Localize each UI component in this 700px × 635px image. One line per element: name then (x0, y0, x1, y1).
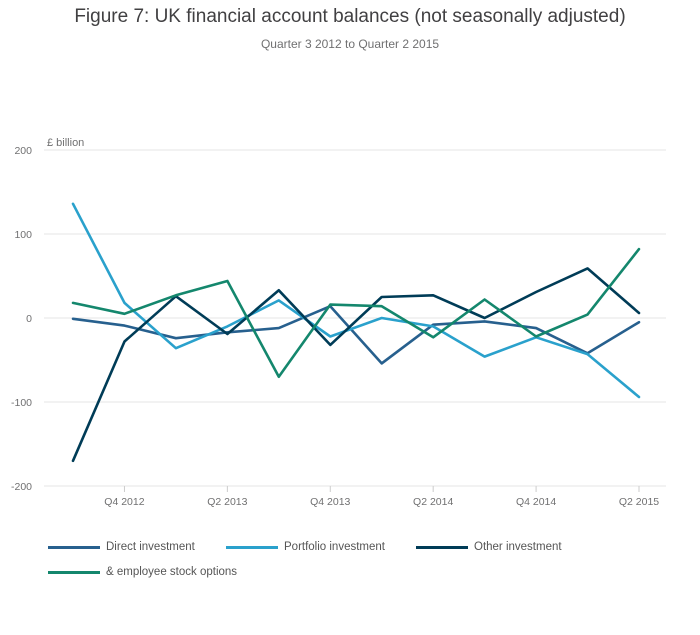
legend-item: Portfolio investment (226, 541, 385, 553)
chart-title: Figure 7: UK financial account balances … (74, 6, 626, 27)
legend-item: Direct investment (48, 541, 195, 553)
series-line-3 (71, 267, 641, 463)
series-lines (71, 202, 641, 463)
legend-item: & employee stock options (48, 566, 237, 578)
legend-swatch (48, 545, 100, 549)
y-tick-label: 100 (14, 229, 32, 241)
x-tick-label: Q4 2014 (516, 496, 556, 508)
legend-label: & employee stock options (106, 566, 238, 578)
x-tick-label: Q4 2013 (310, 496, 350, 508)
y-tick-label: -200 (11, 481, 32, 493)
x-tick-label: Q2 2015 (619, 496, 659, 508)
x-tick-label: Q2 2013 (207, 496, 247, 508)
y-axis-label: £ billion (47, 137, 84, 149)
series-line-1 (71, 304, 641, 365)
legend-swatch (48, 570, 100, 574)
x-axis-ticks: Q4 2012 Q2 2013 Q4 2013 Q2 2014 Q4 2014 Q2 20… (104, 486, 659, 508)
legend-item: Other investment (416, 541, 562, 553)
legend-swatch (416, 545, 468, 549)
y-tick-label: 200 (14, 145, 32, 157)
legend-label: Portfolio investment (284, 541, 385, 553)
grid (44, 149, 666, 487)
chart-subtitle: Quarter 3 2012 to Quarter 2 2015 (260, 37, 440, 51)
x-tick-label: Q4 2012 (104, 496, 144, 508)
legend-swatch (226, 545, 278, 549)
series-line-4 (71, 247, 641, 379)
y-tick-label: 0 (26, 313, 32, 325)
x-tick-label: Q2 2014 (413, 496, 453, 508)
legend-label: Other investment (474, 541, 562, 553)
y-tick-label: -100 (11, 397, 32, 409)
y-axis-ticks: 200 100 0 -100 -200 (11, 145, 32, 493)
series-line-2 (71, 202, 641, 399)
legend-label: Direct investment (106, 541, 195, 553)
